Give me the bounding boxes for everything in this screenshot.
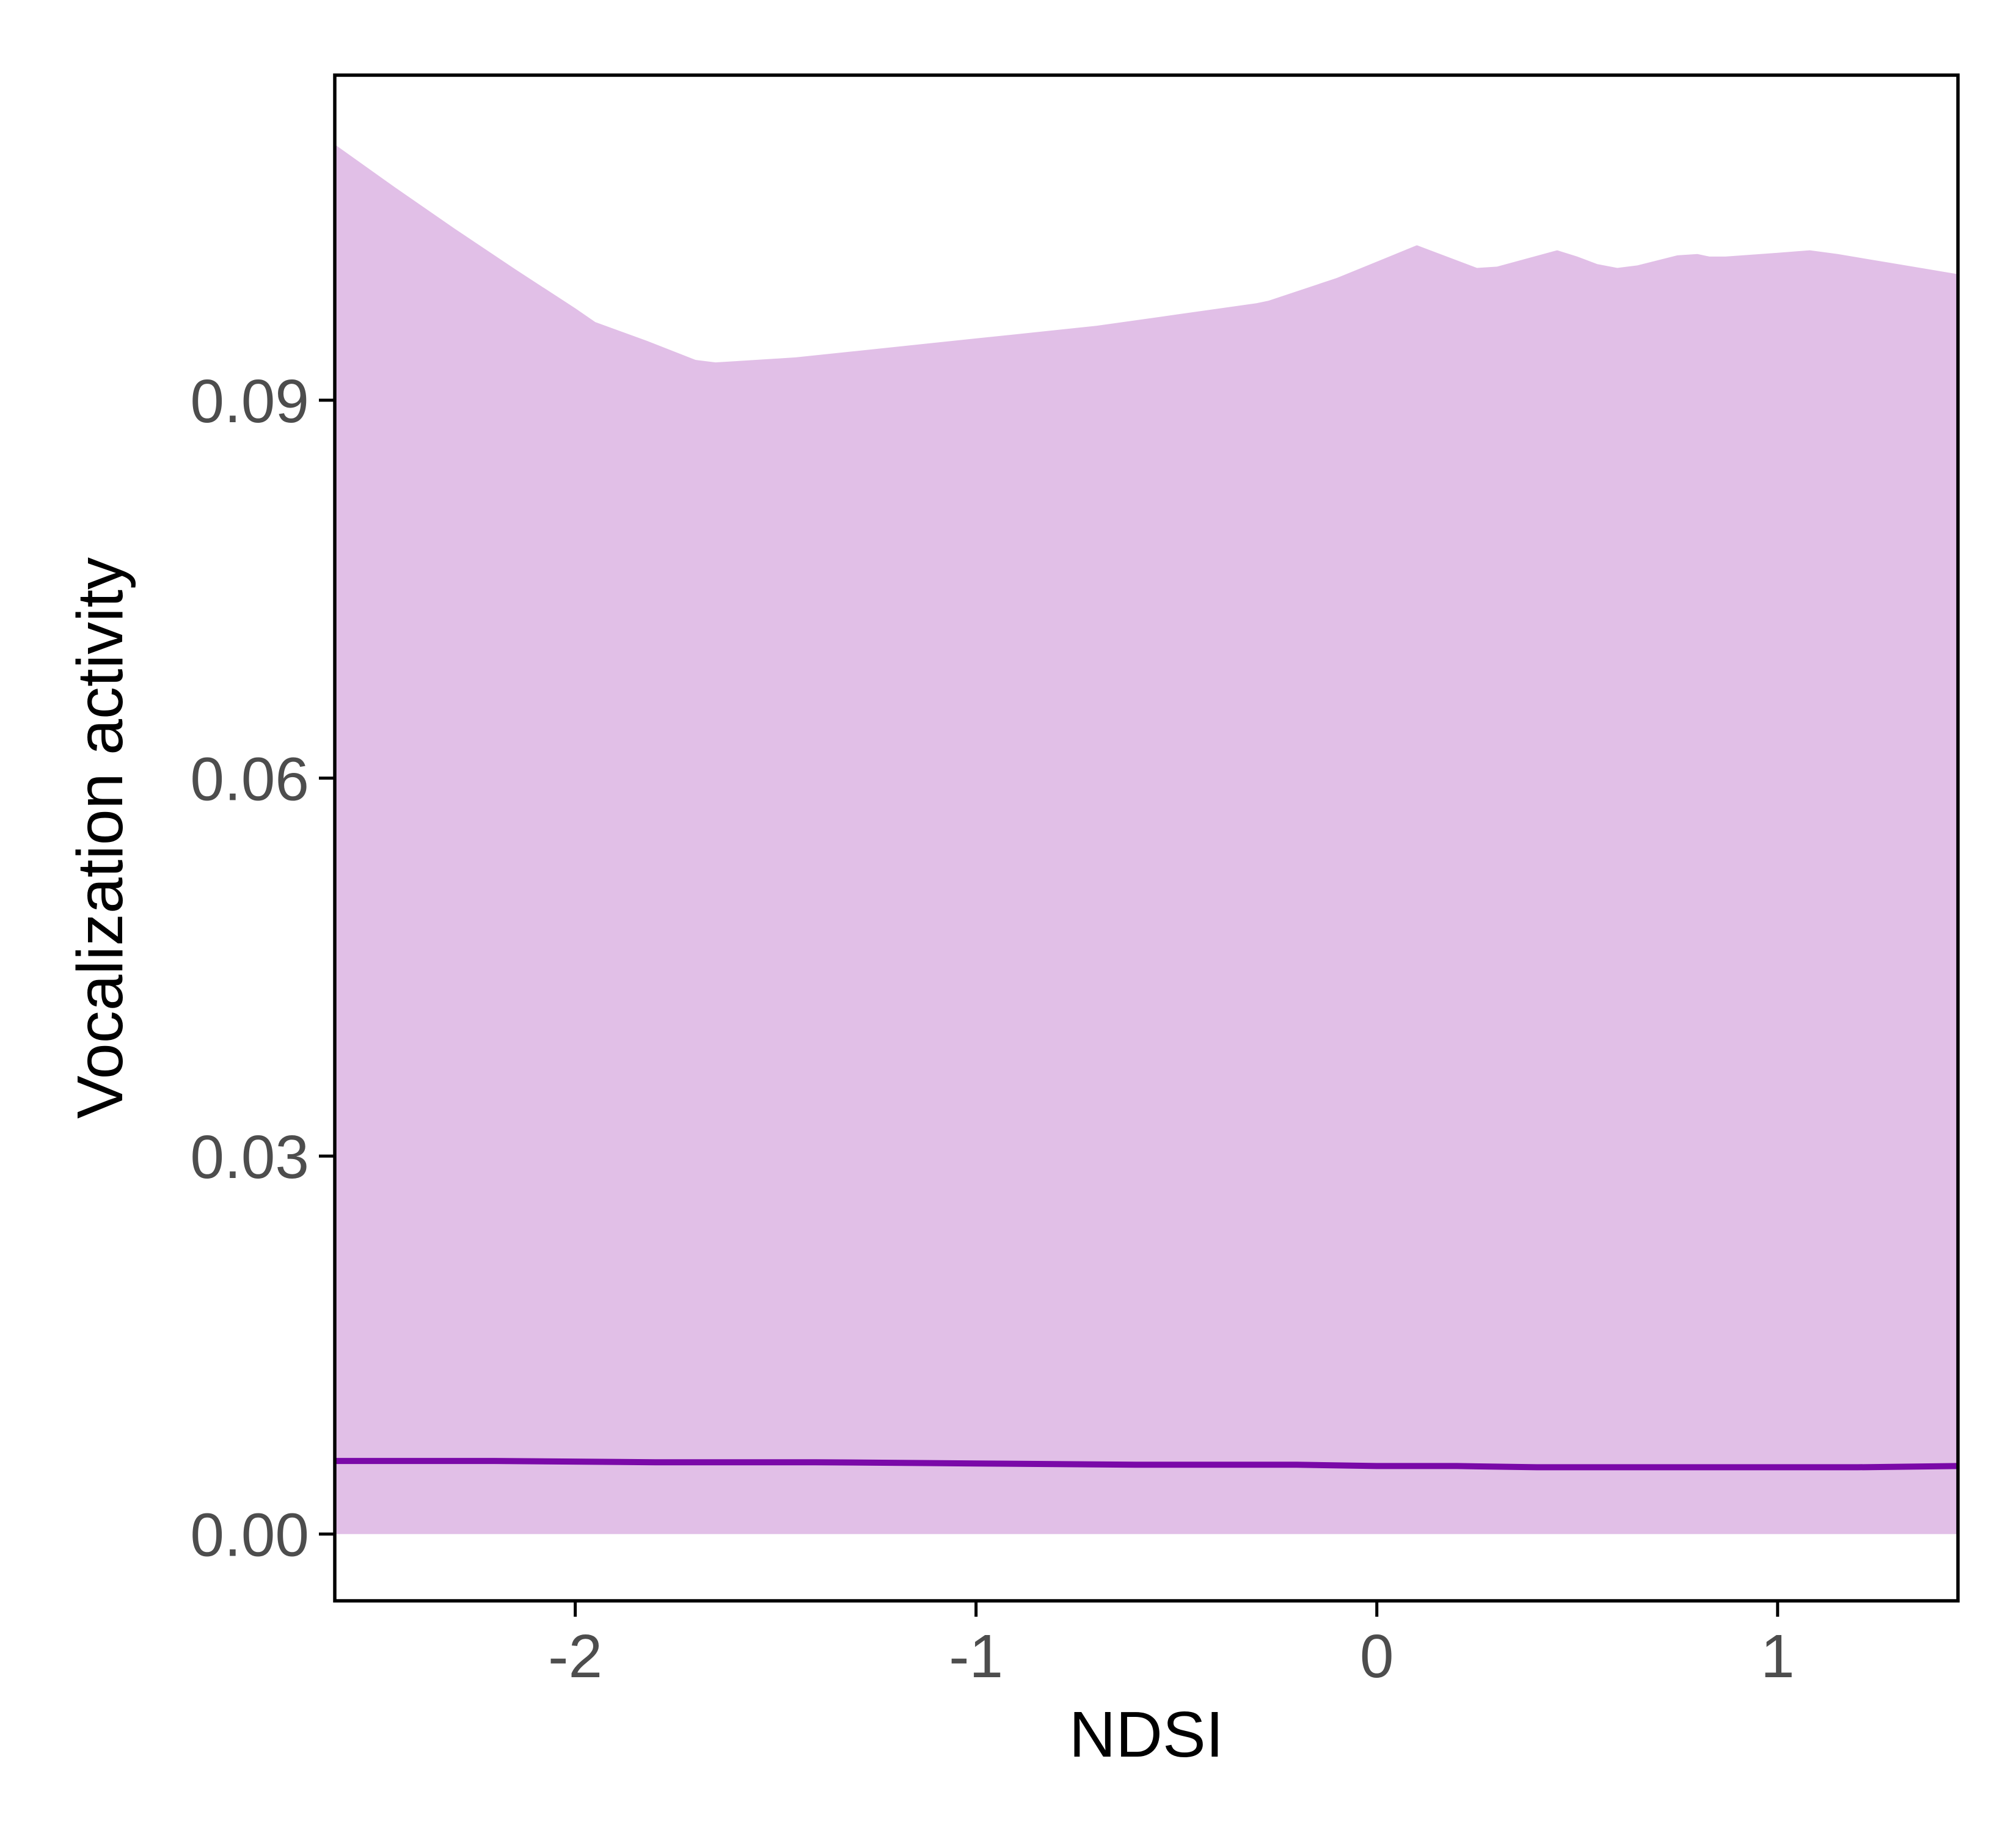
x-tick-label: -2: [548, 1622, 602, 1691]
x-tick-label: 1: [1761, 1622, 1795, 1691]
y-axis-title: Vocalization activity: [64, 557, 136, 1119]
panel-border: [333, 73, 1960, 1603]
series-group: [335, 144, 1958, 1534]
y-tick-label: 0.00: [190, 1501, 309, 1570]
x-tick-label: 0: [1360, 1622, 1394, 1691]
confidence-ribbon: [335, 144, 1958, 1534]
x-axis-title: NDSI: [1069, 1699, 1224, 1771]
y-tick-label: 0.03: [190, 1123, 309, 1191]
plot-area: [335, 144, 1958, 1534]
y-tick-label: 0.09: [190, 367, 309, 436]
fitted-line: [335, 1458, 1958, 1471]
x-tick-label: -1: [949, 1622, 1003, 1691]
y-tick-label: 0.06: [190, 745, 309, 814]
axes: -2 -1 0 1 0.00 0.03 0.06 0.09: [190, 367, 1794, 1691]
